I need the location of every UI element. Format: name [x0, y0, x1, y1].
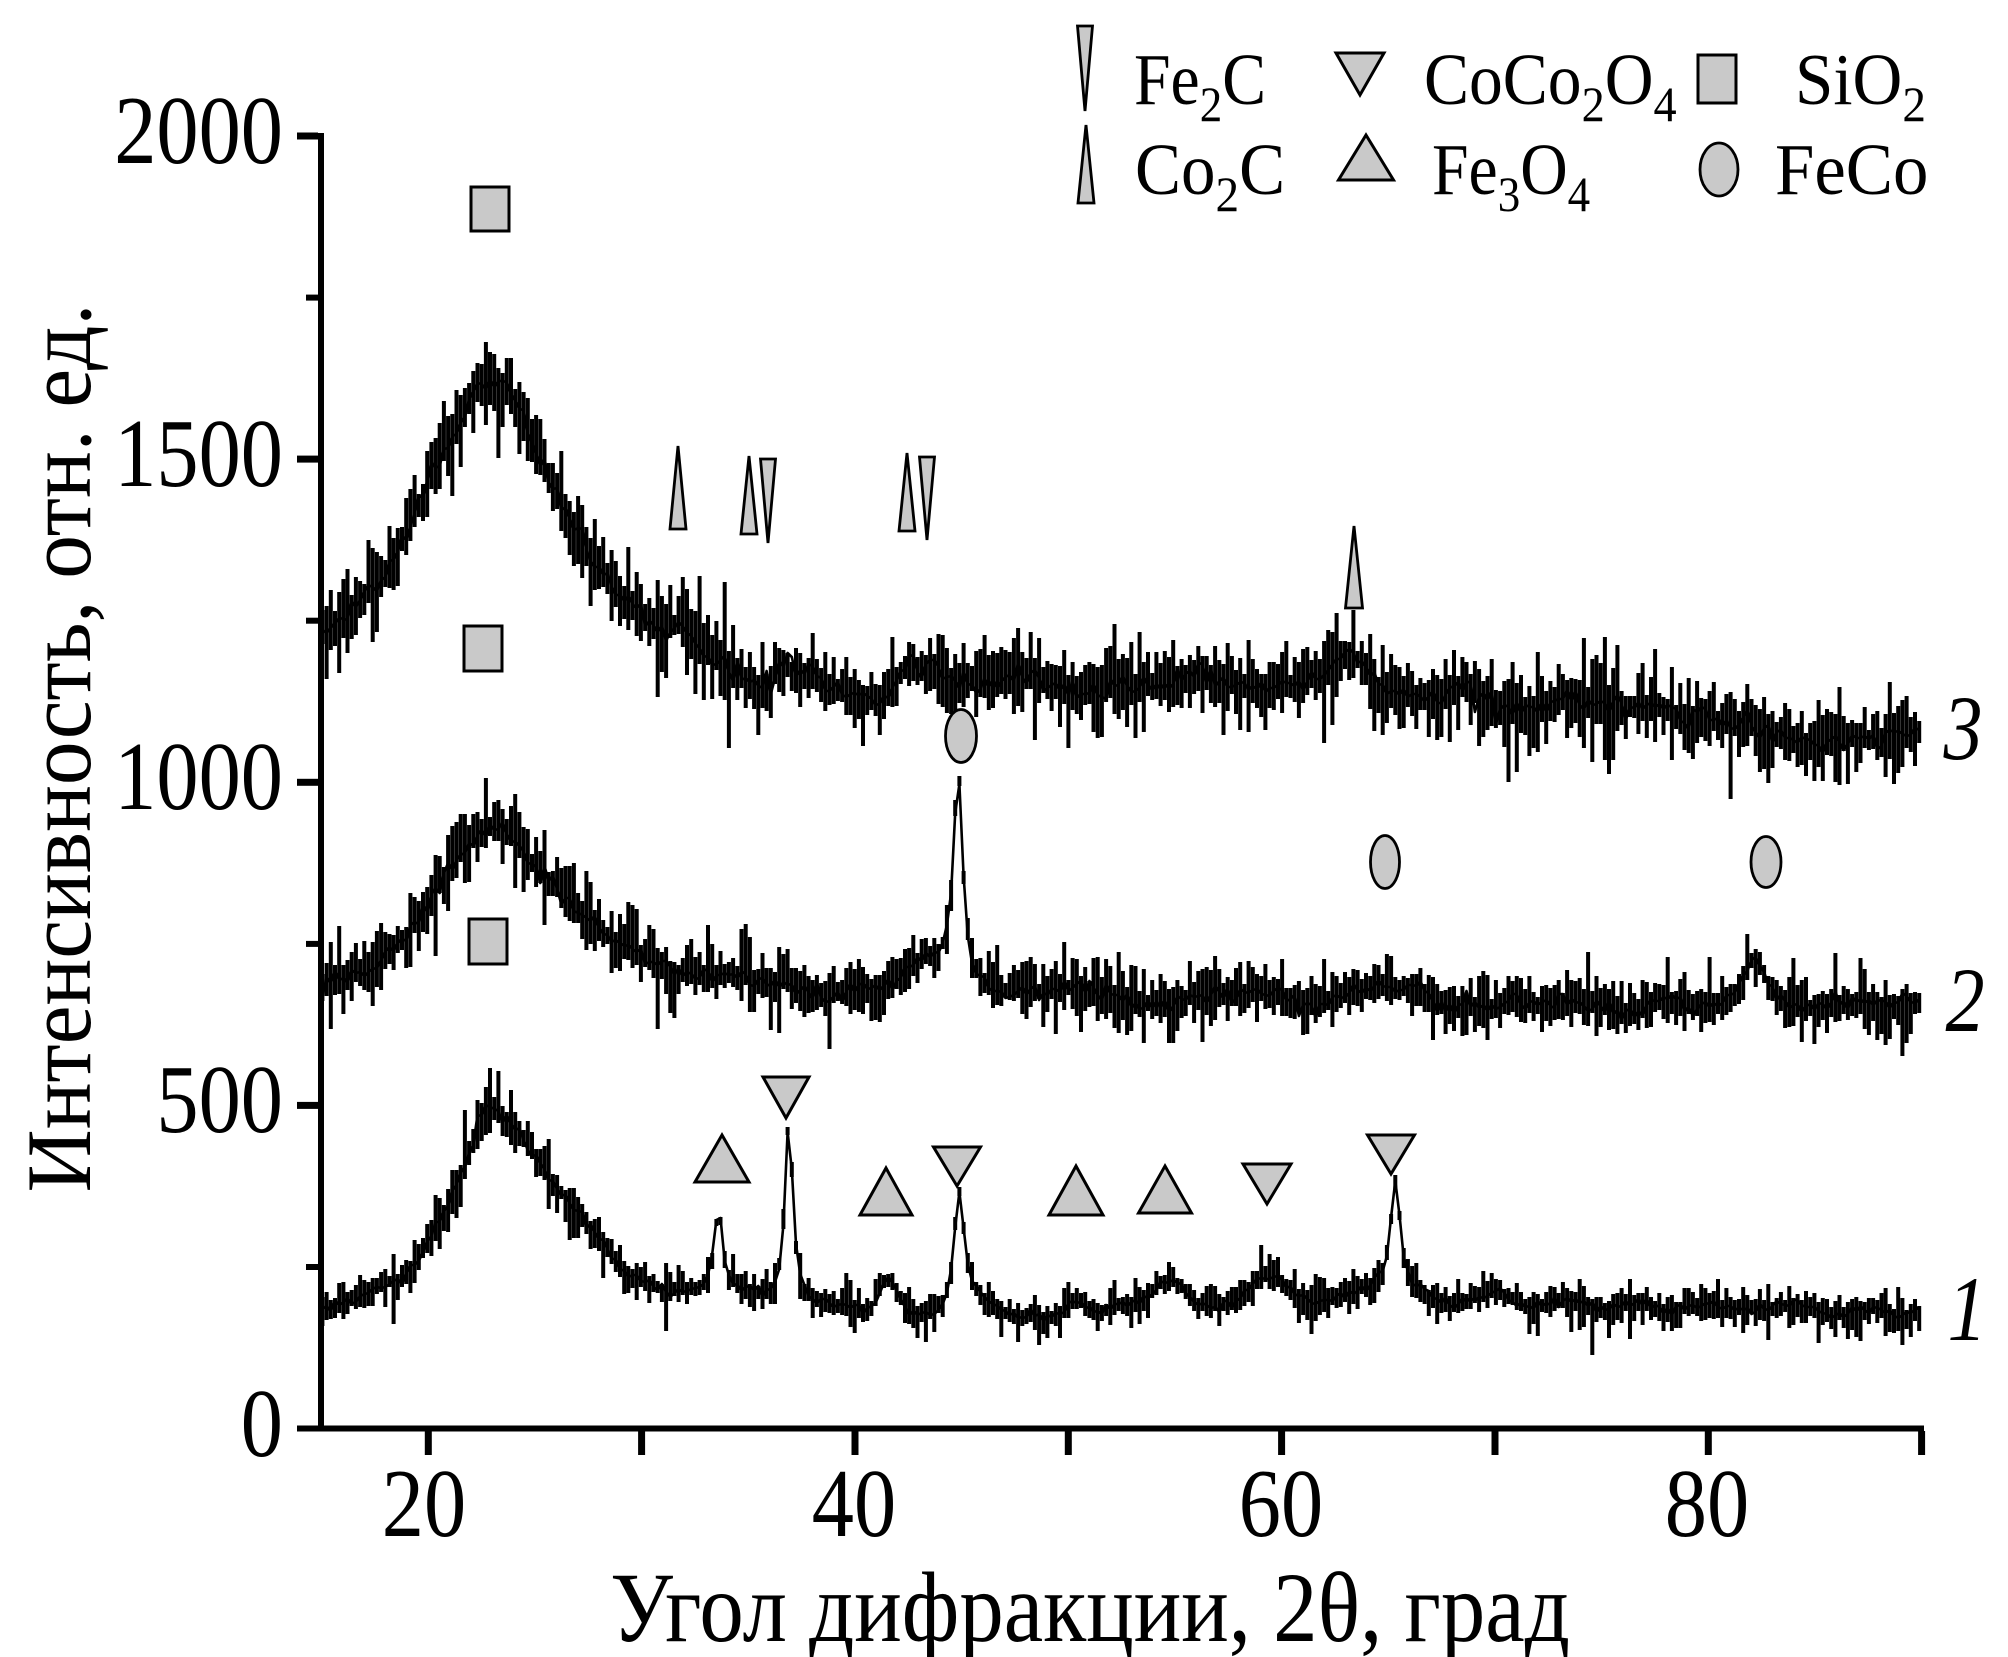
svg-text:FeCo: FeCo [1775, 129, 1928, 210]
svg-text:60: 60 [1239, 1450, 1323, 1558]
svg-text:SiO2​: SiO2​ [1795, 40, 1926, 132]
svg-text:1: 1 [1947, 1259, 1986, 1360]
svg-text:Co2​C: Co2​C [1135, 130, 1285, 222]
svg-text:500: 500 [156, 1046, 283, 1154]
svg-text:Fe2​C: Fe2​C [1134, 40, 1266, 133]
svg-text:2000: 2000 [114, 77, 283, 185]
svg-text:Fe3​O4​: Fe3​O4​ [1432, 130, 1590, 223]
svg-text:0: 0 [241, 1370, 283, 1478]
svg-text:40: 40 [812, 1450, 896, 1558]
svg-text:20: 20 [382, 1450, 466, 1558]
svg-text:80: 80 [1665, 1450, 1749, 1558]
svg-text:3: 3 [1943, 678, 1983, 779]
svg-text:Интенсивность, отн. ед.: Интенсивность, отн. ед. [9, 304, 111, 1193]
svg-text:2: 2 [1945, 950, 1984, 1051]
svg-text:1000: 1000 [114, 723, 283, 831]
svg-text:Угол дифракции, 2θ, град: Угол дифракции, 2θ, град [610, 1553, 1570, 1657]
svg-text:CoCo2​O4​: CoCo2​O4​ [1424, 40, 1677, 133]
svg-text:1500: 1500 [114, 400, 283, 508]
